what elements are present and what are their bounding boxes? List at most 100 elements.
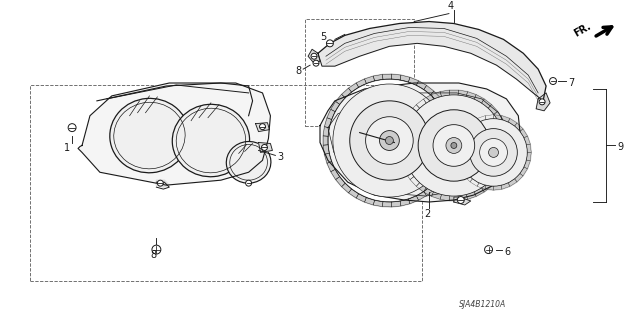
Polygon shape bbox=[373, 200, 383, 207]
Text: FR.: FR. bbox=[572, 21, 593, 38]
Polygon shape bbox=[324, 153, 332, 163]
Polygon shape bbox=[431, 91, 440, 101]
Polygon shape bbox=[445, 158, 453, 167]
Polygon shape bbox=[327, 161, 335, 172]
Polygon shape bbox=[504, 136, 509, 145]
Polygon shape bbox=[508, 179, 517, 186]
Polygon shape bbox=[481, 99, 492, 108]
Text: 3: 3 bbox=[277, 152, 284, 162]
Polygon shape bbox=[323, 145, 329, 154]
Polygon shape bbox=[515, 174, 523, 182]
Circle shape bbox=[246, 180, 252, 186]
Polygon shape bbox=[440, 90, 450, 96]
Polygon shape bbox=[442, 105, 450, 115]
Polygon shape bbox=[499, 162, 506, 172]
Polygon shape bbox=[410, 176, 420, 186]
Polygon shape bbox=[365, 76, 374, 84]
Polygon shape bbox=[405, 111, 414, 122]
Polygon shape bbox=[474, 95, 484, 103]
Polygon shape bbox=[383, 202, 392, 207]
Ellipse shape bbox=[403, 95, 504, 196]
Polygon shape bbox=[464, 174, 472, 182]
Polygon shape bbox=[467, 192, 476, 199]
Polygon shape bbox=[449, 90, 458, 95]
Polygon shape bbox=[320, 83, 520, 202]
Polygon shape bbox=[520, 129, 527, 138]
Circle shape bbox=[313, 60, 319, 66]
Ellipse shape bbox=[365, 117, 413, 164]
Polygon shape bbox=[424, 186, 434, 196]
Polygon shape bbox=[349, 83, 358, 92]
Polygon shape bbox=[431, 180, 440, 190]
Circle shape bbox=[259, 124, 266, 130]
Polygon shape bbox=[399, 154, 406, 164]
Polygon shape bbox=[349, 189, 358, 198]
Text: 9: 9 bbox=[618, 143, 623, 152]
Polygon shape bbox=[451, 131, 456, 140]
Polygon shape bbox=[399, 128, 406, 137]
Polygon shape bbox=[331, 169, 340, 180]
Polygon shape bbox=[398, 145, 404, 155]
Polygon shape bbox=[431, 92, 442, 99]
Polygon shape bbox=[470, 118, 479, 126]
Polygon shape bbox=[436, 98, 445, 108]
Polygon shape bbox=[416, 99, 426, 108]
Polygon shape bbox=[460, 129, 467, 138]
Polygon shape bbox=[416, 183, 426, 192]
Circle shape bbox=[539, 99, 545, 105]
Polygon shape bbox=[449, 196, 458, 201]
Polygon shape bbox=[508, 118, 517, 126]
Polygon shape bbox=[470, 179, 479, 186]
Polygon shape bbox=[365, 197, 374, 205]
Polygon shape bbox=[493, 115, 502, 120]
Circle shape bbox=[157, 180, 163, 186]
Polygon shape bbox=[383, 74, 392, 79]
Polygon shape bbox=[477, 183, 486, 189]
Polygon shape bbox=[494, 111, 502, 122]
Polygon shape bbox=[449, 149, 455, 159]
Polygon shape bbox=[405, 169, 414, 180]
Circle shape bbox=[262, 145, 268, 151]
Polygon shape bbox=[259, 143, 273, 152]
Polygon shape bbox=[342, 88, 351, 98]
Polygon shape bbox=[436, 173, 445, 183]
Polygon shape bbox=[255, 123, 269, 132]
Polygon shape bbox=[431, 192, 442, 199]
Ellipse shape bbox=[488, 147, 499, 157]
Text: 1: 1 bbox=[64, 144, 70, 153]
Text: SJA4B1210A: SJA4B1210A bbox=[459, 300, 506, 309]
Polygon shape bbox=[356, 79, 366, 87]
Polygon shape bbox=[456, 152, 461, 161]
Polygon shape bbox=[526, 152, 531, 161]
Ellipse shape bbox=[333, 84, 446, 197]
Polygon shape bbox=[308, 49, 320, 63]
Polygon shape bbox=[156, 180, 170, 187]
Ellipse shape bbox=[172, 104, 250, 177]
Polygon shape bbox=[318, 21, 546, 101]
Polygon shape bbox=[458, 195, 467, 201]
Ellipse shape bbox=[470, 129, 517, 176]
Polygon shape bbox=[488, 105, 498, 115]
Polygon shape bbox=[445, 114, 453, 123]
Text: 2: 2 bbox=[424, 209, 430, 219]
Polygon shape bbox=[327, 109, 335, 120]
Circle shape bbox=[311, 53, 317, 59]
Polygon shape bbox=[502, 128, 509, 137]
Polygon shape bbox=[417, 81, 426, 90]
Polygon shape bbox=[449, 122, 455, 132]
Polygon shape bbox=[499, 119, 506, 129]
Polygon shape bbox=[494, 169, 502, 180]
Ellipse shape bbox=[446, 137, 462, 153]
Polygon shape bbox=[324, 118, 332, 128]
Polygon shape bbox=[323, 136, 328, 145]
Polygon shape bbox=[464, 123, 472, 131]
Polygon shape bbox=[524, 160, 531, 169]
Polygon shape bbox=[398, 136, 404, 145]
Polygon shape bbox=[502, 154, 509, 164]
Ellipse shape bbox=[433, 125, 475, 166]
Polygon shape bbox=[520, 167, 527, 176]
Circle shape bbox=[550, 78, 557, 85]
Text: 6: 6 bbox=[504, 247, 511, 256]
Text: 5: 5 bbox=[320, 33, 326, 42]
Polygon shape bbox=[460, 167, 467, 176]
